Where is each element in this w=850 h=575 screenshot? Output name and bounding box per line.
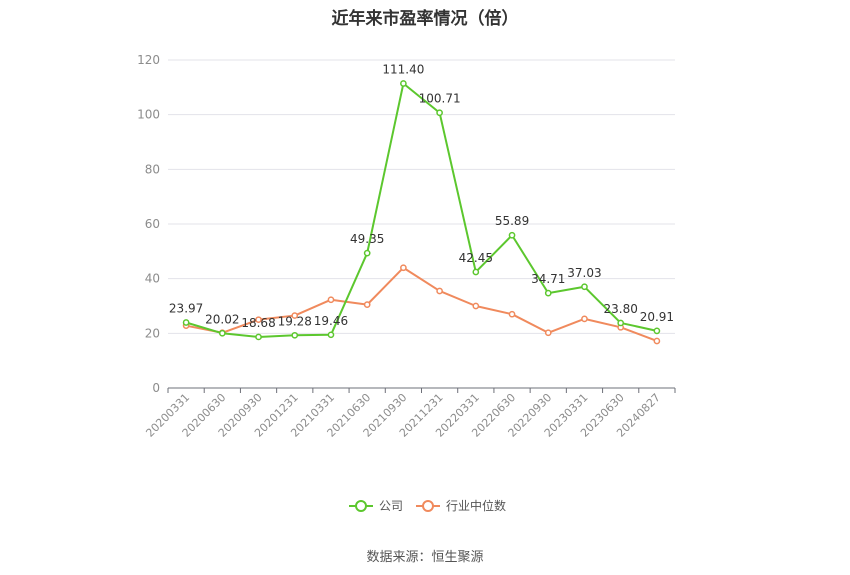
series-line (185, 82, 658, 338)
data-point (327, 296, 335, 304)
data-label: 111.40 (382, 63, 424, 77)
data-label: 49.35 (350, 232, 384, 246)
legend-item: 公司 (349, 499, 403, 513)
y-tick-label: 20 (145, 326, 160, 340)
data-point (182, 319, 190, 326)
chart-title: 近年来市盈率情况（倍） (331, 9, 519, 29)
data-point (327, 331, 335, 339)
data-label: 19.28 (278, 314, 312, 328)
data-point (508, 231, 516, 239)
y-tick-label: 40 (145, 272, 160, 286)
data-point (581, 315, 588, 323)
data-label: 37.03 (567, 266, 601, 280)
y-tick-label: 60 (145, 217, 160, 231)
data-point (544, 289, 552, 297)
data-point (653, 327, 661, 335)
y-tick-label: 80 (145, 162, 160, 176)
data-label: 42.45 (459, 251, 493, 265)
data-label: 20.91 (640, 310, 674, 324)
series-layer (182, 80, 661, 345)
legend-label: 行业中位数 (446, 498, 506, 513)
data-source: 数据来源：恒生聚源 (366, 550, 484, 565)
data-point (363, 301, 371, 308)
y-tick-label: 120 (137, 53, 160, 67)
data-point (472, 268, 480, 276)
data-label: 23.97 (169, 301, 203, 315)
data-point (255, 316, 262, 324)
data-point (544, 329, 552, 337)
axis-layer: 0204060801001202020033120200630202009302… (137, 53, 676, 440)
legend-swatch-marker (422, 500, 434, 512)
data-point (472, 302, 480, 310)
series-line (185, 266, 658, 342)
y-tick-label: 100 (137, 108, 160, 122)
data-label: 23.80 (603, 302, 637, 316)
legend: 公司 行业中位数 (349, 498, 506, 513)
data-label: 100.71 (419, 92, 461, 106)
data-point (291, 331, 299, 339)
data-point (617, 319, 625, 327)
data-label: 34.71 (531, 272, 565, 286)
data-label: 55.89 (495, 214, 529, 228)
data-point (436, 287, 443, 295)
data-point (400, 264, 407, 272)
data-point (400, 80, 407, 87)
data-point (508, 310, 516, 318)
pe-ratio-chart: 0204060801001202020033120200630202009302… (137, 53, 676, 513)
data-point (581, 283, 588, 291)
data-point (363, 249, 371, 257)
data-label: 20.02 (205, 312, 239, 326)
y-tick-label: 0 (152, 381, 160, 395)
legend-item: 行业中位数 (416, 498, 506, 513)
data-point (255, 333, 262, 341)
data-point (653, 337, 661, 345)
data-point (291, 312, 299, 319)
legend-swatch-marker (355, 500, 367, 512)
data-label: 19.46 (314, 314, 348, 328)
legend-label: 公司 (379, 499, 403, 513)
data-point (218, 329, 226, 337)
data-point (436, 109, 443, 117)
data-label: 18.68 (241, 316, 275, 330)
